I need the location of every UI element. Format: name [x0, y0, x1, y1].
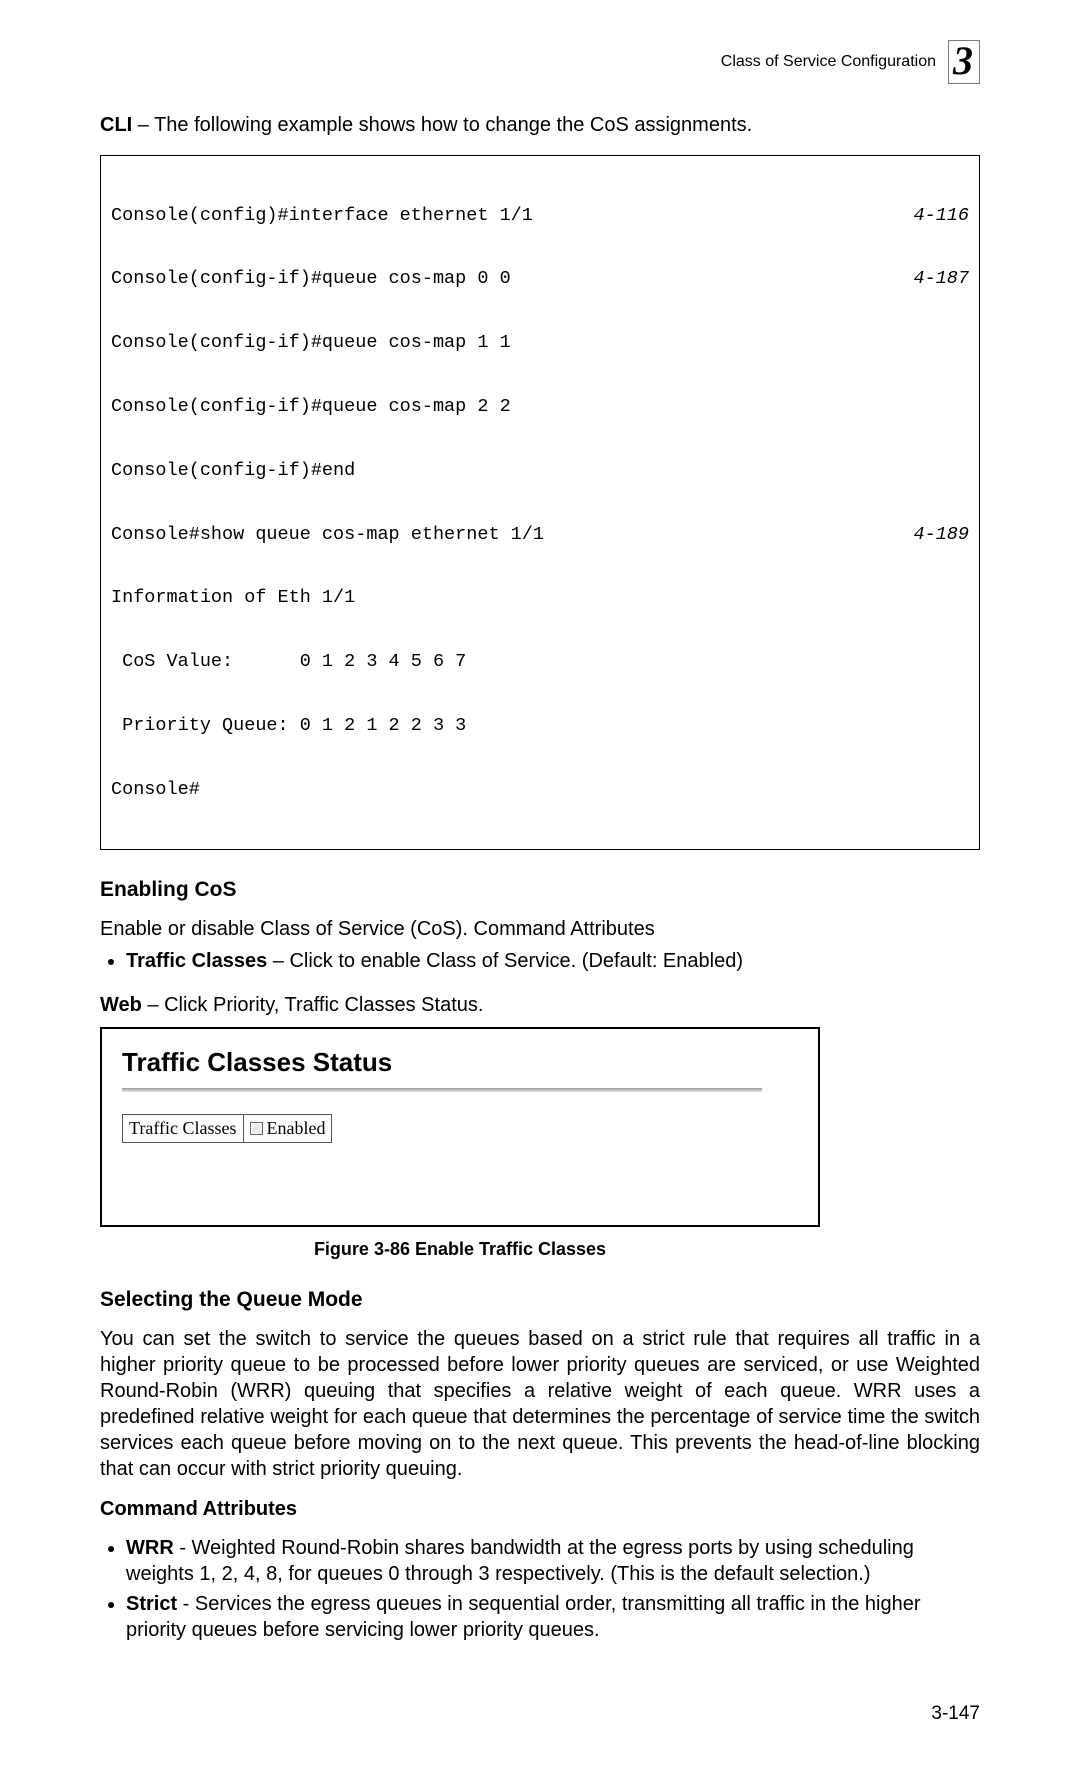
- cli-label: CLI: [100, 114, 132, 136]
- checkbox-icon[interactable]: [250, 1122, 263, 1135]
- command-attributes-bullets: WRR - Weighted Round-Robin shares bandwi…: [100, 1535, 980, 1643]
- bullet-text: – Click to enable Class of Service. (Def…: [267, 950, 743, 972]
- code-line: CoS Value: 0 1 2 3 4 5 6 7: [111, 651, 969, 672]
- page-root: Class of Service Configuration 3 CLI – T…: [0, 0, 1080, 1765]
- section-heading-enabling-cos: Enabling CoS: [100, 878, 980, 902]
- code-line: Console(config-if)#queue cos-map 0 04-18…: [111, 268, 969, 289]
- code-line: Console(config-if)#end: [111, 460, 969, 481]
- bullet-label: Strict: [126, 1593, 177, 1615]
- bullet-traffic-classes: Traffic Classes – Click to enable Class …: [126, 948, 980, 974]
- figure-title: Traffic Classes Status: [122, 1047, 392, 1077]
- figure-title-wrap: Traffic Classes Status: [122, 1047, 798, 1088]
- web-label: Web: [100, 994, 142, 1016]
- code-line: Information of Eth 1/1: [111, 587, 969, 608]
- enabling-cos-intro: Enable or disable Class of Service (CoS)…: [100, 916, 980, 942]
- figure-caption: Figure 3-86 Enable Traffic Classes: [100, 1239, 820, 1260]
- cli-code-block: Console(config)#interface ethernet 1/14-…: [100, 155, 980, 850]
- chapter-badge: 3: [948, 40, 980, 84]
- header-title: Class of Service Configuration: [721, 53, 936, 71]
- code-line: Console(config-if)#queue cos-map 2 2: [111, 396, 969, 417]
- bullet-strict: Strict - Services the egress queues in s…: [126, 1591, 980, 1643]
- section-heading-queue-mode: Selecting the Queue Mode: [100, 1288, 980, 1312]
- web-text: – Click Priority, Traffic Classes Status…: [142, 994, 484, 1016]
- web-instruction: Web – Click Priority, Traffic Classes St…: [100, 994, 980, 1017]
- figure-divider: [122, 1088, 762, 1092]
- command-attributes-heading: Command Attributes: [100, 1498, 980, 1521]
- row-label: Traffic Classes: [123, 1114, 244, 1142]
- traffic-classes-table: Traffic Classes Enabled: [122, 1114, 332, 1143]
- code-line: Console#: [111, 779, 969, 800]
- chapter-number: 3: [953, 41, 973, 81]
- bullet-text: - Weighted Round-Robin shares bandwidth …: [126, 1537, 914, 1585]
- code-line: Console(config-if)#queue cos-map 1 1: [111, 332, 969, 353]
- row-value: Enabled: [267, 1118, 326, 1138]
- code-line: Priority Queue: 0 1 2 1 2 2 3 3: [111, 715, 969, 736]
- bullet-label: Traffic Classes: [126, 950, 267, 972]
- table-row: Traffic Classes Enabled: [123, 1114, 332, 1142]
- code-line: Console(config)#interface ethernet 1/14-…: [111, 205, 969, 226]
- figure-traffic-classes-status: Traffic Classes Status Traffic Classes E…: [100, 1027, 820, 1227]
- bullet-text: - Services the egress queues in sequenti…: [126, 1593, 920, 1641]
- page-header: Class of Service Configuration 3: [100, 40, 980, 84]
- row-value-cell: Enabled: [243, 1114, 332, 1142]
- enabling-cos-bullets: Traffic Classes – Click to enable Class …: [100, 948, 980, 974]
- page-number: 3-147: [100, 1703, 980, 1725]
- cli-intro-text: – The following example shows how to cha…: [132, 114, 752, 136]
- bullet-wrr: WRR - Weighted Round-Robin shares bandwi…: [126, 1535, 980, 1587]
- cli-intro: CLI – The following example shows how to…: [100, 114, 980, 137]
- bullet-label: WRR: [126, 1537, 174, 1559]
- queue-mode-para: You can set the switch to service the qu…: [100, 1326, 980, 1482]
- code-line: Console#show queue cos-map ethernet 1/14…: [111, 524, 969, 545]
